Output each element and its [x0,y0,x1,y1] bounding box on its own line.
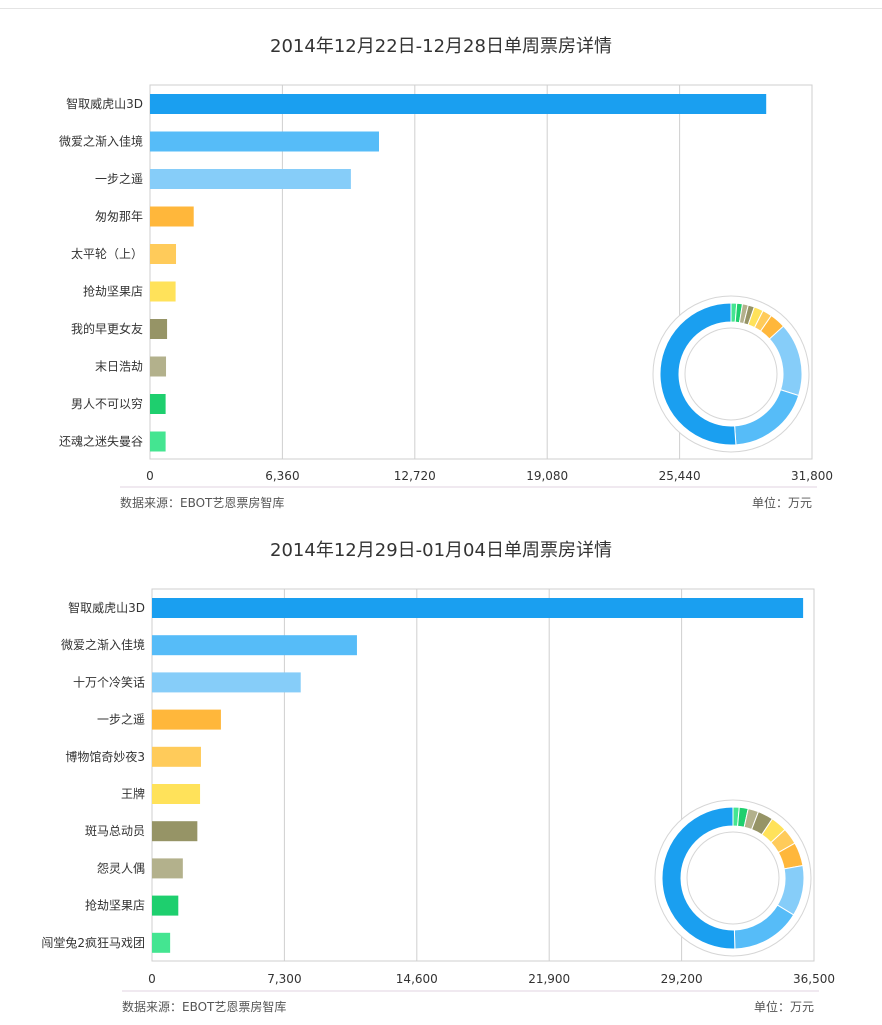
bar [152,635,357,656]
data-source-label: 数据来源：EBOT艺恩票房智库 [120,496,285,510]
donut-slice [661,806,736,950]
bar [150,206,194,227]
category-label: 智取威虎山3D [68,600,145,615]
category-label: 微爱之渐入佳境 [59,134,143,149]
x-tick-label: 14,600 [396,972,438,986]
bar [152,895,179,916]
x-tick-label: 25,440 [659,469,701,483]
x-tick-label: 12,720 [394,469,436,483]
bar [150,169,351,189]
x-tick-label: 29,200 [661,972,703,986]
bar [150,94,767,114]
plot-frame [149,84,813,460]
bar [152,784,201,804]
donut-inner-ring [684,327,778,421]
panel-top-border [0,8,882,9]
bar [150,356,167,377]
bar [150,281,176,302]
category-label: 十万个冷笑话 [73,674,145,689]
category-label: 怨灵人偶 [97,861,145,875]
bar [150,244,177,264]
unit-label: 单位：万元 [752,496,813,510]
category-label: 太平轮（上） [71,246,143,261]
category-label: 智取威虎山3D [66,96,143,111]
donut-slice [659,302,737,446]
x-tick-label: 6,360 [265,469,299,483]
bar [152,672,301,693]
bar-chart: 0 7,300 14,600 21,900 29,200 36,500 智取威虎山3D 微爱之… [41,588,835,992]
x-tick-label: 31,800 [791,469,833,483]
category-label: 末日浩劫 [95,360,143,374]
category-label: 还魂之迷失曼谷 [59,434,143,449]
chart-panel-1: 2014年12月22日-12月28日单周票房详情 0 6,360 12,720 19,… [0,0,882,512]
bar [150,319,168,339]
category-label: 一步之遥 [97,713,145,727]
data-source-label: 数据来源：EBOT艺恩票房智库 [122,1000,287,1014]
category-label: 博物馆奇妙夜3 [65,749,145,764]
category-label: 微爱之渐入佳境 [61,637,145,652]
category-label: 抢劫坚果店 [83,284,143,299]
donut-inner-ring [686,831,780,925]
chart-title: 2014年12月22日-12月28日单周票房详情 [270,36,612,57]
bar [152,932,171,953]
plot-frame [151,588,815,962]
chart-panel-2: 2014年12月29日-01月04日单周票房详情 0 7,300 14,600 21,… [0,512,882,1025]
category-label: 匆匆那年 [95,210,143,224]
chart-title: 2014年12月29日-01月04日单周票房详情 [270,540,612,561]
bar [152,598,804,618]
bar-chart: 0 6,360 12,720 19,080 25,440 31,800 智取威虎山3D 微爱之… [59,84,833,488]
x-tick-label: 21,900 [528,972,570,986]
unit-label: 单位：万元 [754,1000,815,1014]
category-label: 抢劫坚果店 [85,898,145,913]
x-tick-label: 0 [146,469,154,483]
x-tick-label: 0 [148,972,156,986]
category-label: 我的早更女友 [71,321,143,336]
x-tick-label: 36,500 [793,972,835,986]
category-label: 男人不可以穷 [71,396,143,411]
bar [152,709,221,730]
bar [152,858,183,879]
category-label: 一步之遥 [95,172,143,186]
category-label: 王牌 [121,787,145,801]
bar [152,746,201,767]
bar [152,821,198,842]
x-tick-label: 7,300 [267,972,301,986]
category-label: 闯堂兔2疯狂马戏团 [41,935,145,950]
bar [150,131,379,152]
bar [150,394,166,414]
bar [150,431,166,452]
category-label: 斑马总动员 [85,824,145,838]
x-tick-label: 19,080 [526,469,568,483]
